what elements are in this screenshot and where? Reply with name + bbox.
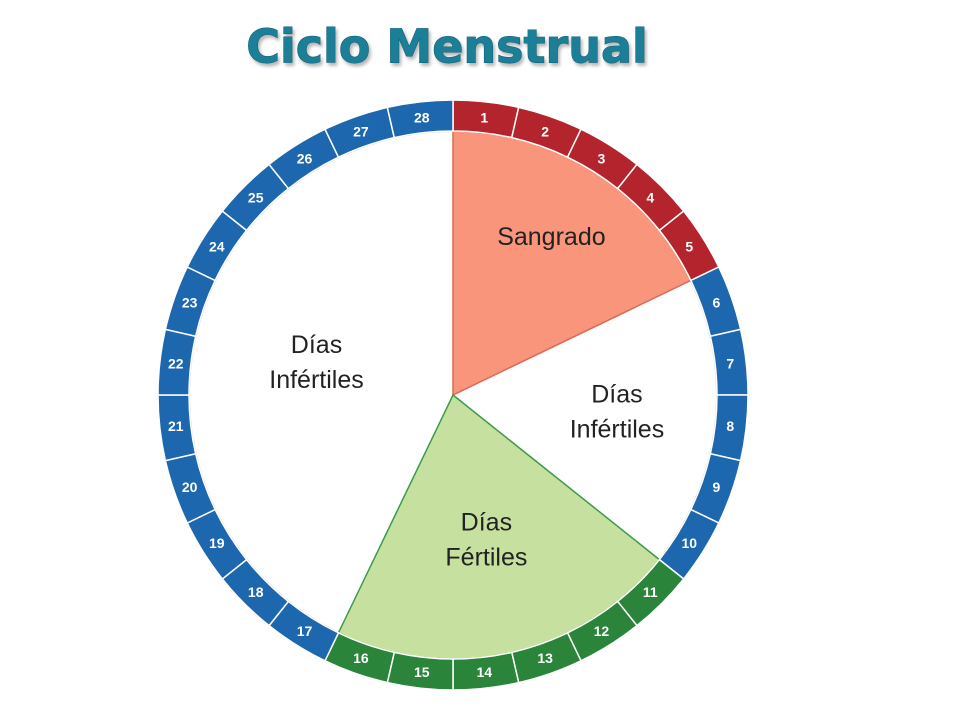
sector-label: Días <box>591 381 642 409</box>
day-number: 22 <box>168 355 184 371</box>
day-number: 15 <box>414 664 430 680</box>
day-number: 20 <box>182 479 198 495</box>
day-number: 2 <box>541 123 549 139</box>
sector-label: Infértiles <box>570 416 664 444</box>
day-number: 13 <box>537 650 553 666</box>
day-number: 21 <box>168 418 184 434</box>
day-number: 9 <box>712 479 720 495</box>
sector-label: Infértiles <box>269 366 363 394</box>
day-number: 26 <box>297 150 313 166</box>
title: Ciclo Menstrual <box>246 20 648 74</box>
day-number: 27 <box>353 123 369 139</box>
day-number: 24 <box>209 238 225 254</box>
day-number: 6 <box>712 295 720 311</box>
day-number: 8 <box>726 418 734 434</box>
sector-label: Sangrado <box>497 223 605 251</box>
day-number: 7 <box>726 355 734 371</box>
day-number: 23 <box>182 295 198 311</box>
day-number: 19 <box>209 535 225 551</box>
day-number: 10 <box>681 535 697 551</box>
day-number: 12 <box>594 623 610 639</box>
day-segment <box>386 99 454 139</box>
sector-label: Fértiles <box>445 543 527 571</box>
day-number: 18 <box>248 584 264 600</box>
cycle-wheel: Sangrado Días Infértiles Días Fértiles Días In… <box>157 99 749 691</box>
day-number: 17 <box>297 623 313 639</box>
day-number: 16 <box>353 650 369 666</box>
day-number: 1 <box>480 109 488 125</box>
day-number: 4 <box>646 189 654 205</box>
day-number: 28 <box>414 109 430 125</box>
day-number: 5 <box>685 238 693 254</box>
sector-label: Días <box>461 508 512 536</box>
day-number: 11 <box>643 584 658 600</box>
day-number: 14 <box>476 664 492 680</box>
sector-label: Días <box>291 331 342 359</box>
day-number: 3 <box>598 150 606 166</box>
day-number: 25 <box>248 189 264 205</box>
